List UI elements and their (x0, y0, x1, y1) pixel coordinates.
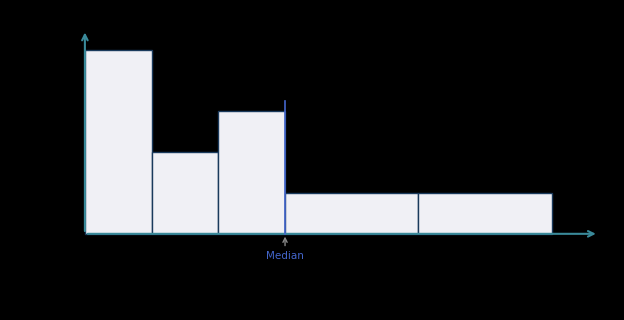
Bar (218, 111, 285, 234)
Bar (285, 193, 419, 234)
Bar (419, 193, 552, 234)
Bar (85, 50, 152, 234)
Bar (152, 152, 218, 234)
Text: Median: Median (266, 238, 304, 261)
